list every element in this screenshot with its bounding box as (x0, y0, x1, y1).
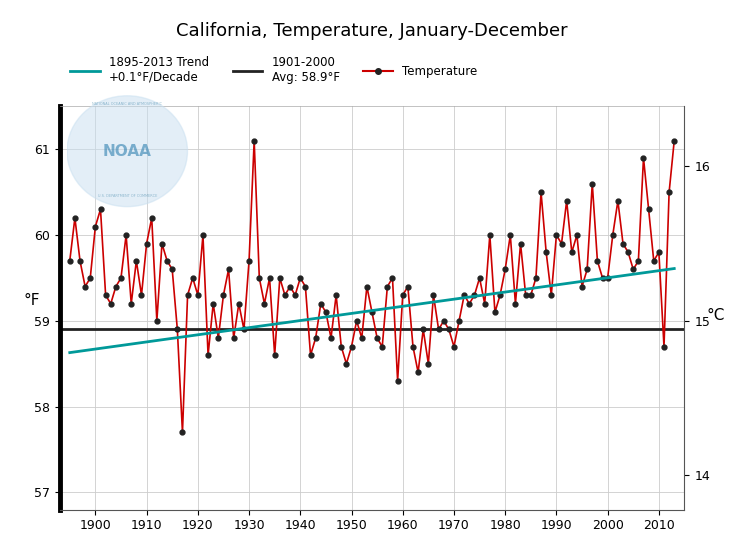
Text: NOAA: NOAA (103, 144, 152, 158)
Text: U.S. DEPARTMENT OF COMMERCE: U.S. DEPARTMENT OF COMMERCE (97, 194, 157, 198)
Text: California, Temperature, January-December: California, Temperature, January-Decembe… (176, 22, 568, 40)
Circle shape (67, 96, 187, 207)
Y-axis label: °C: °C (707, 308, 725, 323)
Y-axis label: °F: °F (23, 293, 39, 308)
Text: NATIONAL OCEANIC AND ATMOSPHERIC: NATIONAL OCEANIC AND ATMOSPHERIC (92, 102, 162, 106)
Legend: 1895-2013 Trend
+0.1°F/Decade, 1901-2000
Avg: 58.9°F, Temperature: 1895-2013 Trend +0.1°F/Decade, 1901-2000… (65, 52, 482, 88)
